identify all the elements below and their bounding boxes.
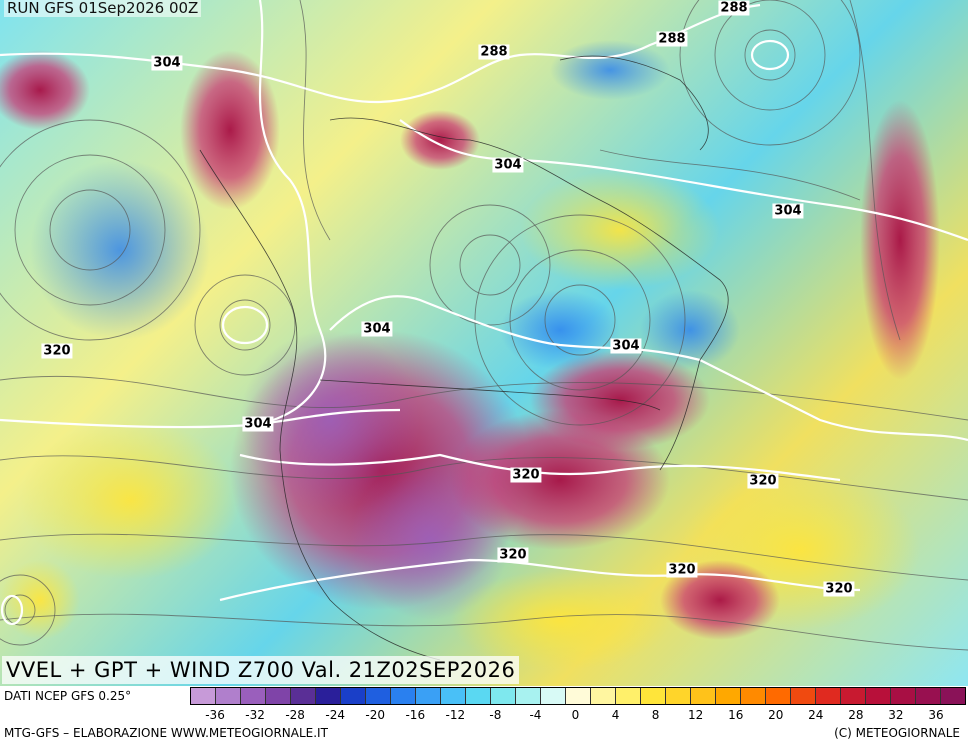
color-scale-tick: 24 bbox=[808, 708, 824, 722]
color-scale-tick: -28 bbox=[285, 708, 305, 722]
color-scale-cell bbox=[516, 688, 541, 704]
contour-label: 320 bbox=[666, 562, 698, 578]
color-scale-tick: -8 bbox=[489, 708, 502, 722]
contour-label: 288 bbox=[478, 44, 510, 60]
vvel-field bbox=[0, 40, 940, 670]
color-scale-tick: 32 bbox=[888, 708, 904, 722]
color-scale-cell bbox=[691, 688, 716, 704]
color-scale-cell bbox=[591, 688, 616, 704]
color-scale-cell bbox=[941, 688, 965, 704]
color-scale-cell bbox=[666, 688, 691, 704]
contour-label: 288 bbox=[656, 31, 688, 47]
credit-right: (C) METEOGIORNALE bbox=[834, 726, 960, 740]
color-scale-cell bbox=[241, 688, 266, 704]
color-scale-bar bbox=[190, 687, 966, 705]
color-scale-cell bbox=[416, 688, 441, 704]
contour-label: 320 bbox=[510, 467, 542, 483]
color-scale-tick: -24 bbox=[325, 708, 345, 722]
color-scale-tick: -20 bbox=[365, 708, 386, 722]
color-scale-cell bbox=[366, 688, 391, 704]
color-scale-tick: 8 bbox=[651, 708, 660, 722]
contour-label: 304 bbox=[610, 338, 642, 354]
color-scale-cell bbox=[616, 688, 641, 704]
data-source-label: DATI NCEP GFS 0.25° bbox=[4, 689, 132, 703]
color-scale-cell bbox=[866, 688, 891, 704]
color-scale-tick: -12 bbox=[445, 708, 466, 722]
color-scale-cell bbox=[291, 688, 316, 704]
map-graphic bbox=[0, 0, 968, 670]
color-scale-cell bbox=[191, 688, 216, 704]
contour-label: 304 bbox=[492, 157, 524, 173]
color-scale-tick: -36 bbox=[205, 708, 225, 722]
contour-label: 304 bbox=[151, 55, 183, 71]
color-scale-cell bbox=[641, 688, 666, 704]
color-scale-cell bbox=[916, 688, 941, 704]
contour-label: 288 bbox=[718, 0, 750, 16]
color-scale-cell bbox=[266, 688, 291, 704]
contour-label: 320 bbox=[823, 581, 855, 597]
map-title: VVEL + GPT + WIND Z700 Val. 21Z02SEP2026 bbox=[2, 656, 520, 684]
color-scale-tick: 36 bbox=[928, 708, 944, 722]
weather-map: RUN GFS 01Sep2026 00Z 304 288 288 288 30… bbox=[0, 0, 968, 686]
color-scale-tick: -16 bbox=[405, 708, 426, 722]
color-scale-cell bbox=[491, 688, 516, 704]
color-scale-cell bbox=[716, 688, 741, 704]
color-scale-tick: 0 bbox=[571, 708, 580, 722]
color-scale-cell bbox=[741, 688, 766, 704]
contour-label: 320 bbox=[497, 547, 529, 563]
color-scale-cell bbox=[441, 688, 466, 704]
color-scale-tick: 28 bbox=[848, 708, 864, 722]
color-scale-tick: 12 bbox=[688, 708, 704, 722]
run-title: RUN GFS 01Sep2026 00Z bbox=[4, 0, 202, 17]
color-scale-cell bbox=[541, 688, 566, 704]
credit-left: MTG-GFS – ELABORAZIONE WWW.METEOGIORNALE… bbox=[4, 726, 328, 740]
color-scale-cell bbox=[816, 688, 841, 704]
color-scale-tick: 16 bbox=[728, 708, 744, 722]
color-scale-tick: 4 bbox=[611, 708, 620, 722]
contour-label: 304 bbox=[242, 416, 274, 432]
contour-label: 320 bbox=[41, 343, 73, 359]
color-scale-cell bbox=[891, 688, 916, 704]
color-scale-cell bbox=[391, 688, 416, 704]
color-scale-cell bbox=[316, 688, 341, 704]
color-scale-cell bbox=[216, 688, 241, 704]
color-scale-tick: -4 bbox=[529, 708, 542, 722]
color-scale-cell bbox=[791, 688, 816, 704]
color-scale-cell bbox=[841, 688, 866, 704]
color-scale-tick: 20 bbox=[768, 708, 784, 722]
coastlines bbox=[199, 55, 729, 661]
color-scale-cell bbox=[341, 688, 366, 704]
color-scale-cell bbox=[766, 688, 791, 704]
color-scale-cell bbox=[466, 688, 491, 704]
contour-label: 304 bbox=[772, 203, 804, 219]
contour-label: 320 bbox=[747, 473, 779, 489]
color-scale-tick: -32 bbox=[245, 708, 265, 722]
color-scale-cell bbox=[566, 688, 591, 704]
contour-label: 304 bbox=[361, 321, 393, 337]
